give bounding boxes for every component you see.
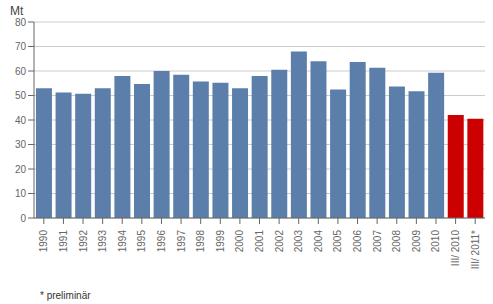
svg-text:III/ 2011*: III/ 2011*	[470, 230, 481, 269]
svg-text:2002: 2002	[274, 230, 285, 253]
svg-text:1997: 1997	[176, 230, 187, 253]
html-text:Mt: Mt	[10, 4, 24, 18]
html-text:* preliminär: * preliminär	[40, 290, 91, 301]
svg-text:2001: 2001	[254, 230, 265, 253]
svg-text:1994: 1994	[117, 230, 128, 253]
svg-text:20: 20	[15, 164, 27, 175]
svg-text:40: 40	[15, 115, 27, 126]
svg-text:2003: 2003	[293, 230, 304, 253]
svg-text:1999: 1999	[215, 230, 226, 253]
svg-text:2006: 2006	[352, 230, 363, 253]
svg-text:2010: 2010	[430, 230, 441, 253]
svg-text:50: 50	[15, 90, 27, 101]
svg-text:30: 30	[15, 139, 27, 150]
svg-text:1998: 1998	[195, 230, 206, 253]
svg-text:III/ 2010: III/ 2010	[450, 230, 461, 267]
svg-text:1992: 1992	[78, 230, 89, 253]
svg-text:1995: 1995	[136, 230, 147, 253]
svg-text:2005: 2005	[332, 230, 343, 253]
svg-text:60: 60	[15, 66, 27, 77]
svg-text:70: 70	[15, 41, 27, 52]
svg-text:0: 0	[20, 213, 26, 224]
svg-text:1993: 1993	[97, 230, 108, 253]
svg-text:2007: 2007	[372, 230, 383, 253]
svg-text:1996: 1996	[156, 230, 167, 253]
svg-text:2000: 2000	[234, 230, 245, 253]
svg-text:1991: 1991	[58, 230, 69, 253]
svg-text:2004: 2004	[313, 230, 324, 253]
svg-text:10: 10	[15, 188, 27, 199]
svg-text:2008: 2008	[391, 230, 402, 253]
svg-text:1990: 1990	[38, 230, 49, 253]
svg-text:2009: 2009	[411, 230, 422, 253]
svg-text:80: 80	[15, 17, 27, 28]
